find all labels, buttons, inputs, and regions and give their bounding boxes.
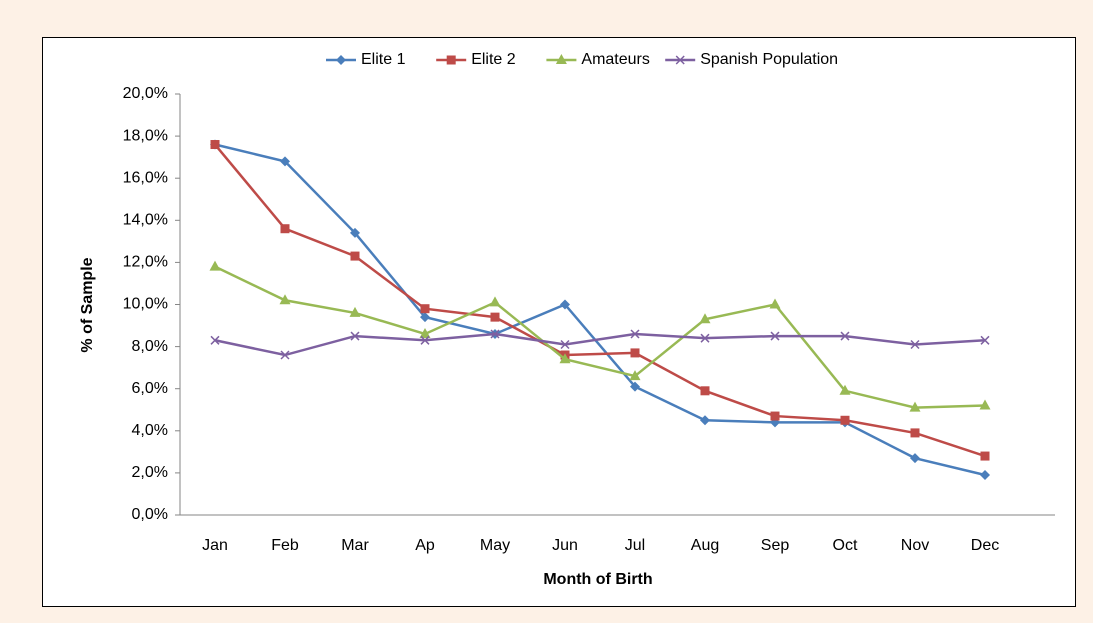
marker [420, 312, 430, 323]
y-tick-label: 8,0% [132, 338, 168, 355]
marker [350, 251, 360, 261]
marker [980, 335, 990, 345]
marker [630, 329, 640, 339]
marker [279, 294, 291, 305]
marker [555, 54, 567, 64]
marker [840, 331, 850, 341]
marker [770, 331, 780, 341]
marker [209, 260, 221, 271]
x-tick-label: Jan [202, 537, 228, 554]
y-tick-label: 10,0% [123, 296, 168, 313]
x-tick-label: Oct [833, 537, 858, 554]
marker [446, 55, 456, 65]
marker [980, 451, 990, 461]
y-tick-label: 6,0% [132, 380, 168, 397]
series-line [214, 332, 986, 357]
marker [560, 339, 570, 350]
x-tick-label: Mar [341, 537, 369, 554]
marker [700, 386, 710, 396]
marker [210, 140, 220, 150]
marker [349, 306, 361, 317]
marker [420, 304, 430, 314]
y-tick-label: 16,0% [123, 169, 168, 186]
marker [490, 312, 500, 322]
marker [630, 348, 640, 358]
marker [699, 313, 711, 324]
chart-frame [42, 37, 1076, 607]
series-line [214, 143, 986, 477]
marker [280, 156, 290, 167]
x-tick-label: Dec [971, 537, 999, 554]
y-tick-label: 18,0% [123, 127, 168, 144]
marker [490, 329, 500, 339]
y-tick-label: 14,0% [123, 212, 168, 229]
marker [419, 327, 431, 338]
marker [350, 331, 360, 341]
legend-label: Elite 1 [361, 51, 406, 68]
marker [979, 399, 991, 410]
x-tick-label: Nov [901, 537, 929, 554]
y-tick-label: 12,0% [123, 254, 168, 271]
series-line [214, 143, 986, 458]
marker [840, 415, 850, 425]
marker [700, 415, 710, 426]
marker [559, 353, 571, 364]
marker [629, 370, 641, 381]
marker [280, 224, 290, 234]
marker [336, 55, 346, 65]
legend-label: Amateurs [581, 51, 649, 68]
y-tick-label: 4,0% [132, 422, 168, 439]
legend-label: Spanish Population [700, 51, 838, 68]
marker [489, 296, 501, 307]
marker [350, 227, 360, 238]
y-tick-label: 0,0% [132, 506, 168, 523]
marker [280, 350, 290, 360]
x-tick-label: Feb [271, 537, 299, 554]
marker [675, 55, 685, 65]
x-axis-label: Month of Birth [543, 571, 652, 588]
marker [560, 299, 570, 310]
marker [769, 298, 781, 309]
marker [910, 453, 920, 464]
x-tick-label: Jun [552, 537, 578, 554]
x-tick-label: Ap [415, 537, 435, 554]
marker [980, 470, 990, 481]
x-tick-label: Aug [691, 537, 719, 554]
marker [420, 335, 430, 345]
y-tick-label: 20,0% [123, 85, 168, 102]
marker [909, 401, 921, 412]
legend-label: Elite 2 [471, 51, 516, 68]
x-tick-label: Jul [625, 537, 645, 554]
marker [630, 381, 640, 392]
x-tick-label: May [480, 537, 510, 554]
x-tick-label: Sep [761, 537, 790, 554]
marker [210, 335, 220, 345]
series-line [214, 265, 986, 409]
marker [910, 339, 920, 350]
y-axis-label: % of Sample [79, 257, 96, 352]
marker [700, 333, 710, 343]
marker [770, 411, 780, 421]
y-tick-label: 2,0% [132, 464, 168, 481]
marker [839, 384, 851, 395]
marker [910, 428, 920, 438]
